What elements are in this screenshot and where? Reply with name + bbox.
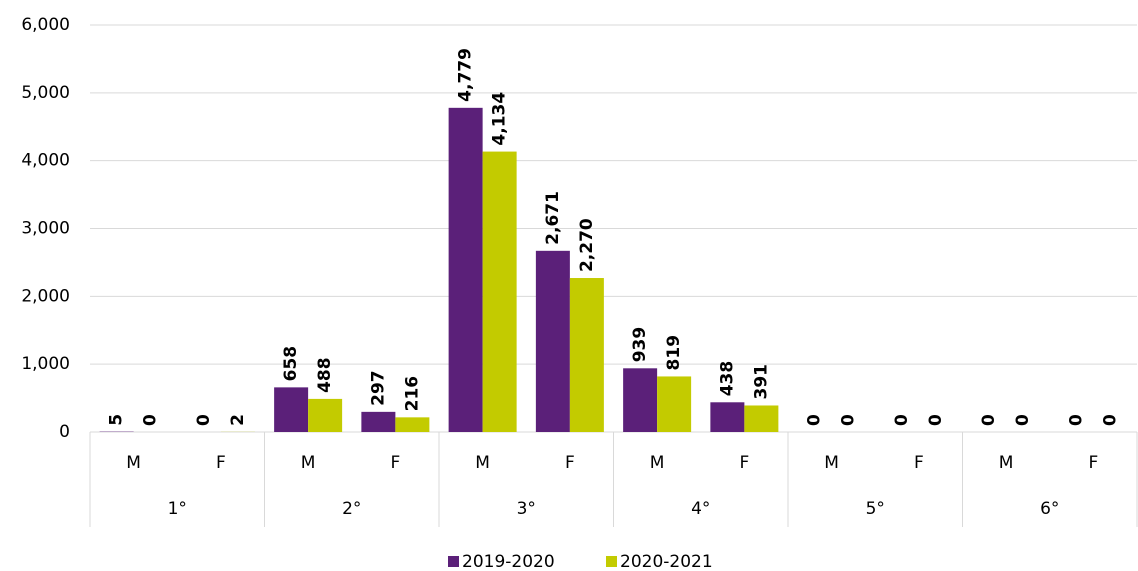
bar	[274, 387, 309, 432]
value-label: 5	[107, 414, 127, 426]
value-label: 216	[402, 376, 422, 412]
y-tick-label: 3,000	[21, 219, 70, 239]
bar	[710, 402, 745, 432]
value-label: 819	[664, 335, 684, 371]
value-label: 0	[839, 414, 859, 426]
bar	[395, 417, 430, 432]
value-label: 0	[194, 414, 214, 426]
x-tick-label: F	[1088, 453, 1098, 473]
value-label: 4,779	[456, 48, 476, 102]
value-label: 438	[717, 361, 737, 397]
group-label: 4°	[691, 499, 710, 519]
x-tick-label: M	[824, 453, 839, 473]
bar	[744, 405, 779, 432]
bar	[448, 107, 483, 433]
value-label: 0	[805, 414, 825, 426]
group-label: 3°	[517, 499, 536, 519]
bar	[569, 278, 604, 432]
y-tick-label: 6,000	[21, 15, 70, 35]
x-tick-label: M	[301, 453, 316, 473]
bar	[623, 368, 658, 432]
value-label: 2	[228, 414, 248, 426]
bar	[482, 151, 517, 432]
legend-swatch	[606, 556, 617, 567]
value-label: 658	[281, 346, 301, 382]
value-label: 0	[979, 414, 999, 426]
bar	[535, 250, 570, 432]
x-tick-label: F	[739, 453, 749, 473]
x-tick-label: M	[126, 453, 141, 473]
value-label: 939	[630, 327, 650, 363]
bar	[308, 398, 343, 432]
y-tick-label: 4,000	[21, 151, 70, 171]
value-label: 0	[926, 414, 946, 426]
group-label: 1°	[168, 499, 187, 519]
legend-label: 2019-2020	[462, 552, 555, 571]
legend-swatch	[448, 556, 459, 567]
y-tick-label: 5,000	[21, 83, 70, 103]
value-label: 0	[141, 414, 161, 426]
value-label: 391	[751, 364, 771, 400]
x-tick-label: F	[565, 453, 575, 473]
group-label: 6°	[1040, 499, 1059, 519]
legend-label: 2020-2021	[620, 552, 713, 571]
y-tick-label: 1,000	[21, 354, 70, 374]
x-tick-label: M	[475, 453, 490, 473]
x-tick-label: F	[216, 453, 226, 473]
value-label: 0	[1013, 414, 1033, 426]
value-label: 0	[1066, 414, 1086, 426]
value-label: 0	[1100, 414, 1120, 426]
value-label: 0	[892, 414, 912, 426]
group-label: 5°	[866, 499, 885, 519]
value-label: 4,134	[490, 92, 510, 146]
value-label: 2,671	[543, 191, 563, 245]
bar	[657, 376, 692, 432]
group-label: 2°	[342, 499, 361, 519]
x-tick-label: F	[390, 453, 400, 473]
value-label: 297	[368, 370, 388, 406]
x-tick-label: F	[914, 453, 924, 473]
bar	[361, 411, 396, 432]
y-tick-label: 2,000	[21, 286, 70, 306]
x-tick-label: M	[650, 453, 665, 473]
value-label: 2,270	[577, 218, 597, 272]
value-label: 488	[315, 357, 335, 393]
y-tick-label: 0	[59, 422, 70, 442]
x-tick-label: M	[999, 453, 1014, 473]
